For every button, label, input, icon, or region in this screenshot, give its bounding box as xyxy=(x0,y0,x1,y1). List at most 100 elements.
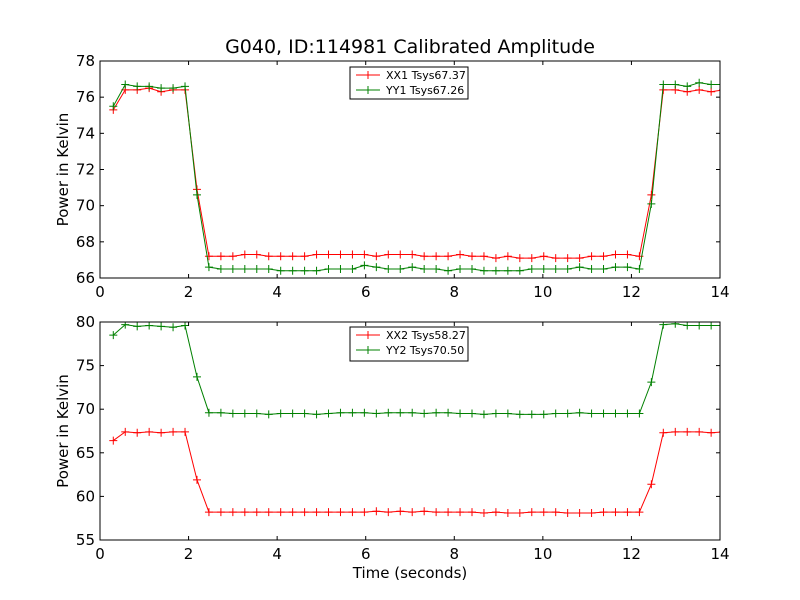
data-point-marker xyxy=(360,261,369,270)
data-point-marker xyxy=(599,252,608,261)
data-point-marker xyxy=(563,264,572,273)
data-point-marker xyxy=(695,78,704,87)
data-point-marker xyxy=(479,410,488,419)
data-point-marker xyxy=(121,427,130,436)
data-point-marker xyxy=(539,410,548,419)
legend-box xyxy=(349,66,469,100)
data-point-marker xyxy=(503,409,512,418)
data-point-marker xyxy=(408,408,417,417)
data-point-marker xyxy=(432,264,441,273)
data-point-marker xyxy=(324,250,333,259)
x-tick-label: 6 xyxy=(361,545,371,563)
data-point-marker xyxy=(324,409,333,418)
data-point-marker xyxy=(707,80,716,89)
data-point-marker xyxy=(145,322,154,330)
data-point-marker xyxy=(671,80,680,89)
data-point-marker xyxy=(300,266,309,275)
data-point-marker xyxy=(683,427,692,436)
data-point-marker xyxy=(539,508,548,517)
data-point-marker xyxy=(623,508,632,517)
data-point-marker xyxy=(204,408,213,417)
y-tick-label: 65 xyxy=(76,444,95,462)
data-point-marker xyxy=(623,409,632,418)
data-point-marker xyxy=(575,254,584,263)
data-point-marker xyxy=(575,263,584,272)
data-point-marker xyxy=(133,322,142,331)
data-point-marker xyxy=(647,378,656,387)
x-axis-label: Time (seconds) xyxy=(352,564,468,582)
data-point-marker xyxy=(635,264,644,273)
data-point-marker xyxy=(336,508,345,517)
data-point-marker xyxy=(408,263,417,272)
data-point-marker xyxy=(300,508,309,517)
data-point-marker xyxy=(348,508,357,517)
data-point-marker xyxy=(587,264,596,273)
chart-title: G040, ID:114981 Calibrated Amplitude xyxy=(225,36,595,58)
data-point-marker xyxy=(468,264,476,273)
data-point-marker xyxy=(324,264,333,273)
data-point-marker xyxy=(420,264,429,273)
data-point-marker xyxy=(300,409,309,418)
data-point-marker xyxy=(336,408,345,417)
data-point-marker xyxy=(312,250,321,259)
data-point-marker xyxy=(432,408,441,417)
data-point-marker xyxy=(372,507,381,516)
legend: XX2 Tsys58.27 YY2 Tsys70.50 xyxy=(349,326,469,362)
data-point-marker xyxy=(169,427,178,436)
legend-entry: YY2 Tsys70.50 xyxy=(385,344,464,357)
x-tick-label: 0 xyxy=(95,545,105,563)
data-point-marker xyxy=(396,507,405,516)
data-point-marker xyxy=(372,252,381,261)
data-point-marker xyxy=(563,409,572,418)
data-point-marker xyxy=(587,508,596,517)
data-point-marker xyxy=(444,508,453,517)
data-point-marker xyxy=(491,266,500,275)
legend-entry: XX2 Tsys58.27 xyxy=(386,329,466,342)
data-point-marker xyxy=(204,263,213,272)
legend-box xyxy=(349,326,469,362)
y-tick-label: 72 xyxy=(76,161,95,179)
data-point-marker xyxy=(157,84,166,93)
data-point-marker xyxy=(695,427,704,436)
legend-entry: XX1 Tsys67.37 xyxy=(386,69,466,82)
data-point-marker xyxy=(216,264,225,273)
y-tick-label: 80 xyxy=(76,313,95,331)
data-point-marker xyxy=(240,250,249,259)
data-point-marker xyxy=(360,408,369,417)
data-point-marker xyxy=(396,250,405,259)
data-point-marker xyxy=(647,190,656,199)
legend-marker xyxy=(364,346,372,354)
data-point-marker xyxy=(372,409,381,418)
series-line-2 xyxy=(112,323,720,415)
data-point-marker xyxy=(515,266,524,275)
data-point-marker xyxy=(264,252,273,261)
data-point-marker xyxy=(288,252,297,261)
x-tick-label: 12 xyxy=(622,283,641,301)
data-point-marker xyxy=(276,266,285,275)
data-point-marker xyxy=(121,80,130,89)
data-point-marker xyxy=(491,254,500,263)
data-point-marker xyxy=(372,263,381,272)
data-point-marker xyxy=(240,409,249,418)
y-tick-label: 78 xyxy=(76,52,95,70)
data-point-marker xyxy=(444,408,453,417)
data-point-marker xyxy=(348,408,357,417)
data-point-marker xyxy=(396,408,405,417)
data-point-marker xyxy=(479,266,488,275)
data-point-marker xyxy=(611,508,620,517)
data-point-marker xyxy=(659,80,668,89)
data-point-marker xyxy=(695,85,704,94)
data-point-marker xyxy=(181,82,190,91)
data-point-marker xyxy=(468,409,476,418)
legend-marker xyxy=(364,86,372,94)
data-point-marker xyxy=(288,266,297,275)
data-point-marker xyxy=(420,409,429,418)
data-point-marker xyxy=(444,252,453,261)
data-point-marker xyxy=(491,409,500,418)
series-line-1 xyxy=(112,431,720,514)
data-point-marker xyxy=(252,409,261,418)
data-point-marker xyxy=(515,254,524,263)
y-tick-label: 70 xyxy=(76,197,95,215)
